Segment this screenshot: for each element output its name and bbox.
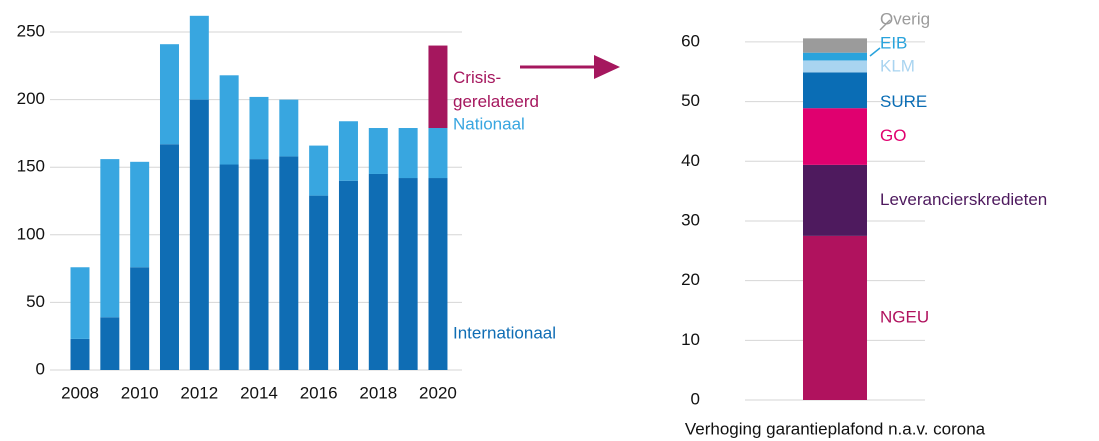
bar-segment xyxy=(100,317,120,370)
y-tick-label: 250 xyxy=(17,22,45,41)
bar-segment xyxy=(219,164,239,370)
y-tick-label: 60 xyxy=(681,31,700,50)
y-tick-label: 40 xyxy=(681,151,700,170)
y-tick-label: 0 xyxy=(691,389,700,408)
legend-label: GO xyxy=(880,126,906,145)
bar-segment xyxy=(159,44,179,145)
x-tick-label: 2018 xyxy=(359,383,397,402)
bar-segment xyxy=(279,156,299,370)
bar-segment xyxy=(338,180,358,370)
leader-line xyxy=(869,47,881,57)
x-tick-label: 2012 xyxy=(180,383,218,402)
bar-segment xyxy=(130,267,150,370)
arrow-head xyxy=(594,55,620,79)
legend-label: KLM xyxy=(880,56,915,75)
y-tick-label: 50 xyxy=(26,292,45,311)
legend-label: Internationaal xyxy=(453,324,556,343)
bar-segment xyxy=(189,99,209,371)
bar-segment xyxy=(70,338,90,370)
bar-segment xyxy=(398,178,418,370)
bar-segment xyxy=(428,128,448,179)
y-tick-label: 10 xyxy=(681,330,700,349)
bar-segment xyxy=(249,159,269,370)
x-axis-label: Verhoging garantieplafond n.a.v. corona xyxy=(685,419,986,438)
legend-label: EIB xyxy=(880,33,907,52)
x-tick-label: 2014 xyxy=(240,383,278,402)
bar-segment xyxy=(279,99,299,157)
y-tick-label: 0 xyxy=(36,359,45,378)
legend-label: Overig xyxy=(880,9,930,28)
y-tick-label: 200 xyxy=(17,89,45,108)
bar-segment xyxy=(219,75,239,165)
bar-segment xyxy=(189,15,209,100)
bar-segment xyxy=(159,144,179,370)
legend-label: Leverancierskredieten xyxy=(880,190,1047,209)
x-tick-label: 2010 xyxy=(121,383,159,402)
arrow xyxy=(520,55,620,79)
y-tick-label: 100 xyxy=(17,224,45,243)
legend-label: Crisis-gerelateerd xyxy=(453,68,539,111)
bar-segment xyxy=(428,45,448,129)
bar-segment xyxy=(428,178,448,370)
y-tick-label: 20 xyxy=(681,270,700,289)
bar-segment xyxy=(309,145,329,196)
bar-segment xyxy=(338,121,358,181)
bar-segment xyxy=(309,195,329,370)
bar-segment xyxy=(368,128,388,174)
bar-segment xyxy=(803,108,867,165)
bar-segment xyxy=(803,164,867,236)
leader-line xyxy=(879,19,891,31)
y-tick-label: 50 xyxy=(681,91,700,110)
x-tick-label: 2020 xyxy=(419,383,457,402)
bar-segment xyxy=(249,96,269,160)
bar-segment xyxy=(70,267,90,339)
legend-label: NGEU xyxy=(880,307,929,326)
x-tick-label: 2016 xyxy=(300,383,338,402)
bar-segment xyxy=(368,173,388,370)
bar-segment xyxy=(100,159,120,318)
y-tick-label: 30 xyxy=(681,210,700,229)
bar-segment xyxy=(803,235,867,400)
bar-segment xyxy=(803,52,867,61)
legend-label: SURE xyxy=(880,92,927,111)
bar-segment xyxy=(803,38,867,53)
bar-segment xyxy=(803,60,867,73)
bar-segment xyxy=(398,128,418,179)
y-tick-label: 150 xyxy=(17,157,45,176)
legend-label: Nationaal xyxy=(453,115,525,134)
bar-segment xyxy=(130,161,150,268)
bar-segment xyxy=(803,72,867,109)
x-tick-label: 2008 xyxy=(61,383,99,402)
